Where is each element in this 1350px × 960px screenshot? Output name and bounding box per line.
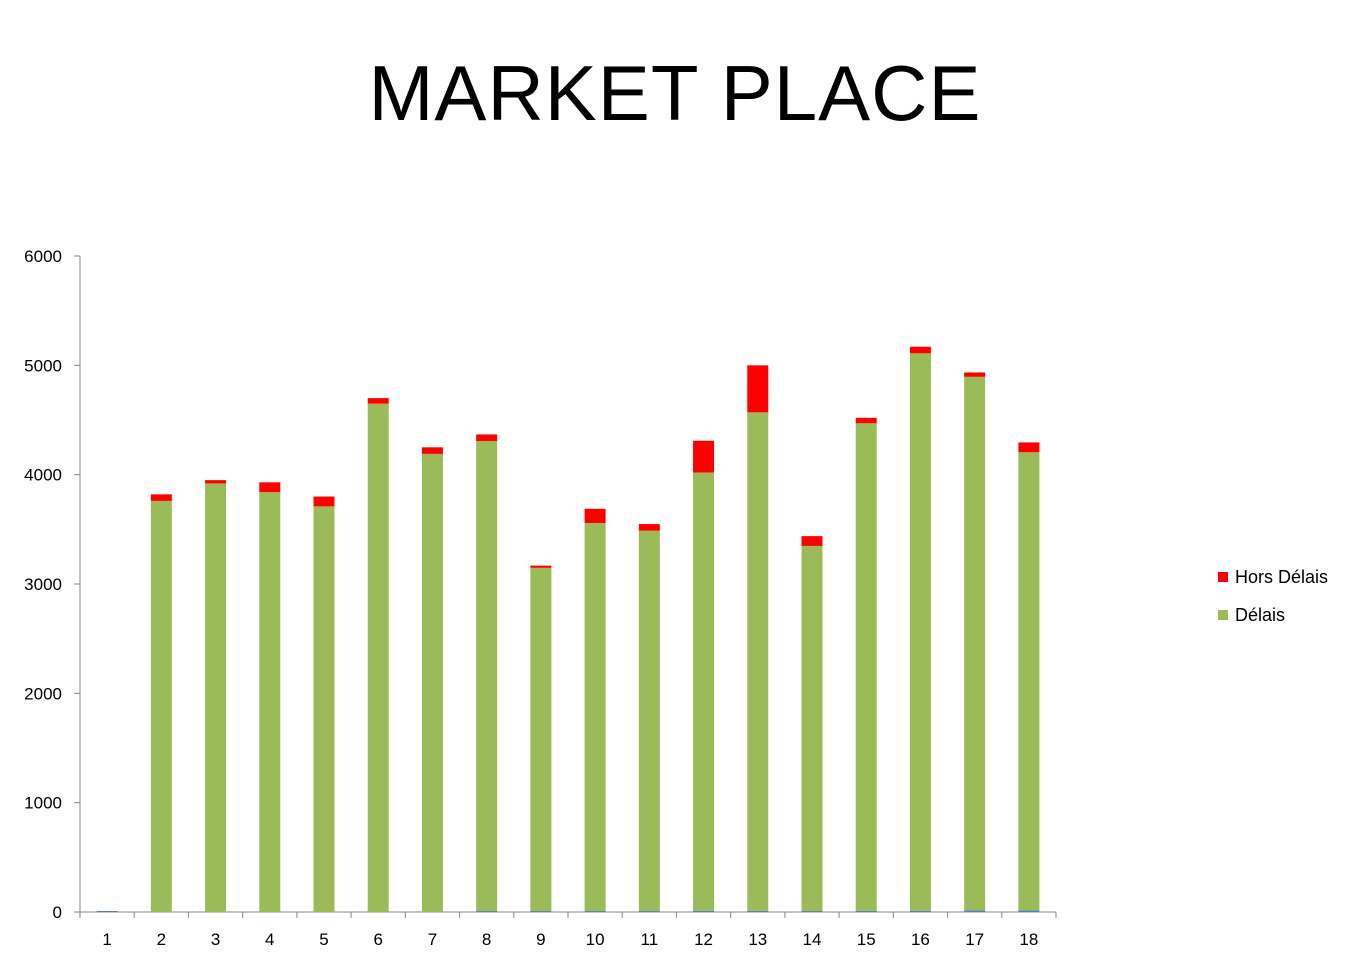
bar-segment-hors-delais bbox=[693, 440, 715, 473]
bar-segment-delais bbox=[909, 353, 931, 911]
bar-segment-delais bbox=[1018, 452, 1040, 911]
x-tick-label: 5 bbox=[319, 930, 328, 949]
bar-segment-hors-delais bbox=[530, 565, 552, 568]
bar-segment-delais bbox=[693, 472, 715, 911]
bar-segment-base bbox=[530, 911, 552, 912]
bar-segment-base bbox=[801, 911, 823, 912]
bar-segment-hors-delais bbox=[205, 480, 227, 484]
x-tick-label: 1 bbox=[102, 930, 111, 949]
bar-segment-hors-delais bbox=[855, 417, 877, 424]
bar-segment-base bbox=[747, 910, 769, 912]
bar-segment-delais bbox=[855, 423, 877, 911]
bar-segment-hors-delais bbox=[150, 494, 172, 501]
x-tick-label: 3 bbox=[211, 930, 220, 949]
bar-segment-base bbox=[476, 911, 498, 912]
legend-item-delais: Délais bbox=[1218, 596, 1328, 634]
bar-segment-hors-delais bbox=[421, 447, 443, 454]
x-tick-label: 11 bbox=[641, 930, 659, 949]
y-tick-label: 5000 bbox=[24, 356, 62, 375]
x-tick-label: 9 bbox=[536, 930, 545, 949]
bar-segment-delais bbox=[530, 567, 552, 912]
bar-segment-base bbox=[855, 910, 877, 912]
x-tick-label: 8 bbox=[482, 930, 491, 949]
bar-segment-base bbox=[1018, 910, 1040, 912]
bar-segment-delais bbox=[259, 492, 281, 912]
bar-segment-base bbox=[96, 911, 118, 912]
x-tick-label: 14 bbox=[803, 930, 822, 949]
bar-segment-base bbox=[693, 910, 715, 912]
legend-item-hors-delais: Hors Délais bbox=[1218, 558, 1328, 596]
chart-title: MARKET PLACE bbox=[368, 49, 982, 137]
x-tick-label: 18 bbox=[1019, 930, 1038, 949]
legend-label-hors-delais: Hors Délais bbox=[1235, 566, 1329, 587]
bar-segment-hors-delais bbox=[747, 365, 769, 413]
y-tick-label: 3000 bbox=[24, 575, 62, 594]
x-tick-label: 17 bbox=[965, 930, 984, 949]
bar-segment-delais bbox=[313, 506, 335, 912]
x-tick-label: 6 bbox=[373, 930, 382, 949]
x-tick-label: 7 bbox=[428, 930, 437, 949]
bar-segment-base bbox=[909, 910, 931, 912]
x-tick-label: 13 bbox=[748, 930, 767, 949]
bar-segment-hors-delais bbox=[964, 372, 986, 377]
bar-segment-hors-delais bbox=[584, 508, 606, 523]
bar-segment-hors-delais bbox=[638, 524, 660, 531]
bar-segment-delais bbox=[367, 403, 389, 912]
x-tick-label: 16 bbox=[911, 930, 930, 949]
bar-segment-delais bbox=[638, 530, 660, 912]
bar-segment-hors-delais bbox=[1018, 442, 1040, 453]
bar-segment-delais bbox=[476, 440, 498, 912]
bar-segment-delais bbox=[584, 522, 606, 912]
x-tick-label: 15 bbox=[857, 930, 876, 949]
legend: Hors Délais Délais bbox=[1218, 558, 1328, 634]
bar-segment-hors-delais bbox=[367, 398, 389, 404]
x-tick-label: 10 bbox=[586, 930, 605, 949]
legend-swatch-delais bbox=[1218, 610, 1228, 620]
bar-segment-hors-delais bbox=[476, 434, 498, 441]
bar-segment-base bbox=[584, 911, 606, 912]
y-tick-label: 1000 bbox=[24, 794, 62, 813]
y-tick-label: 6000 bbox=[24, 247, 62, 266]
bar-segment-delais bbox=[964, 376, 986, 911]
bar-segment-base bbox=[964, 910, 986, 912]
legend-swatch-hors-delais bbox=[1218, 572, 1228, 582]
legend-label-delais: Délais bbox=[1235, 604, 1286, 625]
bar-segment-delais bbox=[150, 500, 172, 912]
bar-segment-hors-delais bbox=[259, 482, 281, 493]
y-tick-label: 0 bbox=[53, 903, 62, 922]
bar-segment-delais bbox=[205, 483, 227, 912]
bar-segment-hors-delais bbox=[801, 536, 823, 546]
x-tick-label: 2 bbox=[157, 930, 166, 949]
y-tick-label: 4000 bbox=[24, 466, 62, 485]
x-tick-label: 4 bbox=[265, 930, 274, 949]
bar-segment-base bbox=[638, 911, 660, 912]
bar-segment-delais bbox=[421, 453, 443, 912]
bar-segment-delais bbox=[801, 545, 823, 912]
y-tick-label: 2000 bbox=[24, 684, 62, 703]
bar-segment-hors-delais bbox=[313, 496, 335, 507]
bar-segment-hors-delais bbox=[909, 346, 931, 354]
bar-segment-delais bbox=[747, 412, 769, 911]
x-tick-label: 12 bbox=[694, 930, 713, 949]
